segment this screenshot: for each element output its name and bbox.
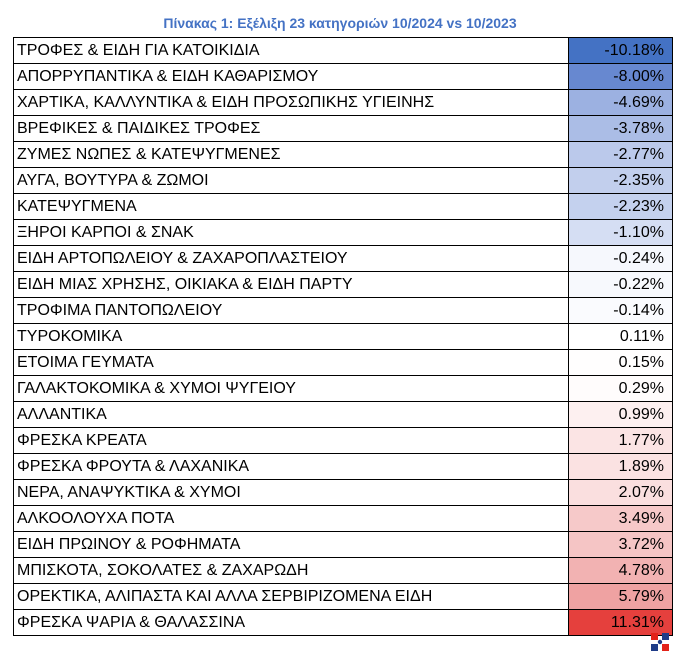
category-cell: ΧΑΡΤΙΚΑ, ΚΑΛΛΥΝΤΙΚΑ & ΕΙΔΗ ΠΡΟΣΩΠΙΚΗΣ ΥΓ… (13, 89, 569, 116)
change-cell: 1.77% (568, 427, 673, 454)
change-cell: 4.78% (568, 557, 673, 584)
table-row: ΚΑΤΕΨΥΓΜΕΝΑ -2.23% (13, 193, 673, 220)
change-cell: -1.10% (568, 219, 673, 246)
change-cell: 0.29% (568, 375, 673, 402)
table-row: ΕΙΔΗ ΠΡΩΙΝΟΥ & ΡΟΦΗΜΑΤΑ 3.72% (13, 531, 673, 558)
table-row: ΑΛΛΑΝΤΙΚΑ 0.99% (13, 401, 673, 428)
table-row: ΕΙΔΗ ΜΙΑΣ ΧΡΗΣΗΣ, ΟΙΚΙΑΚΑ & ΕΙΔΗ ΠΑΡΤΥ -0… (13, 271, 673, 298)
category-cell: ΤΡΟΦΕΣ & ΕΙΔΗ ΓΙΑ ΚΑΤΟΙΚΙΔΙΑ (13, 37, 569, 64)
table-row: ΖΥΜΕΣ ΝΩΠΕΣ & ΚΑΤΕΨΥΓΜΕΝΕΣ -2.77% (13, 141, 673, 168)
category-cell: ΟΡΕΚΤΙΚΑ, ΑΛΙΠΑΣΤΑ ΚΑΙ ΑΛΛΑ ΣΕΡΒΙΡΙΖΟΜΕΝ… (13, 583, 569, 610)
table-row: ΝΕΡΑ, ΑΝΑΨΥΚΤΙΚΑ & ΧΥΜΟΙ 2.07% (13, 479, 673, 506)
change-cell: -0.14% (568, 297, 673, 324)
table-row: ΕΤΟΙΜΑ ΓΕΥΜΑΤΑ 0.15% (13, 349, 673, 376)
change-cell: 0.11% (568, 323, 673, 350)
table-row: ΕΙΔΗ ΑΡΤΟΠΩΛΕΙΟΥ & ΖΑΧΑΡΟΠΛΑΣΤΕΙΟΥ -0.24% (13, 245, 673, 272)
change-cell: 0.99% (568, 401, 673, 428)
category-cell: ΕΙΔΗ ΠΡΩΙΝΟΥ & ΡΟΦΗΜΑΤΑ (13, 531, 569, 558)
table-row: ΦΡΕΣΚΑ ΨΑΡΙΑ & ΘΑΛΑΣΣΙΝΑ 11.31% (13, 609, 673, 636)
change-cell: 3.72% (568, 531, 673, 558)
table-row: ΟΡΕΚΤΙΚΑ, ΑΛΙΠΑΣΤΑ ΚΑΙ ΑΛΛΑ ΣΕΡΒΙΡΙΖΟΜΕΝ… (13, 583, 673, 610)
table-row: ΧΑΡΤΙΚΑ, ΚΑΛΛΥΝΤΙΚΑ & ΕΙΔΗ ΠΡΟΣΩΠΙΚΗΣ ΥΓ… (13, 89, 673, 116)
change-cell: -2.23% (568, 193, 673, 220)
table-row: ΦΡΕΣΚΑ ΚΡΕΑΤΑ 1.77% (13, 427, 673, 454)
change-cell: -10.18% (568, 37, 673, 64)
change-cell: -2.35% (568, 167, 673, 194)
category-cell: ΓΑΛΑΚΤΟΚΟΜΙΚΑ & ΧΥΜΟΙ ΨΥΓΕΙΟΥ (13, 375, 569, 402)
category-cell: ΞΗΡΟΙ ΚΑΡΠΟΙ & ΣΝΑΚ (13, 219, 569, 246)
category-cell: ΑΛΛΑΝΤΙΚΑ (13, 401, 569, 428)
table-row: ΞΗΡΟΙ ΚΑΡΠΟΙ & ΣΝΑΚ -1.10% (13, 219, 673, 246)
change-cell: -4.69% (568, 89, 673, 116)
table-row: ΤΡΟΦΕΣ & ΕΙΔΗ ΓΙΑ ΚΑΤΟΙΚΙΔΙΑ -10.18% (13, 37, 673, 64)
category-cell: ΦΡΕΣΚΑ ΚΡΕΑΤΑ (13, 427, 569, 454)
category-cell: ΑΥΓΑ, ΒΟΥΤΥΡΑ & ΖΩΜΟΙ (13, 167, 569, 194)
change-cell: 3.49% (568, 505, 673, 532)
change-cell: -0.22% (568, 271, 673, 298)
category-cell: ΤΥΡΟΚΟΜΙΚΑ (13, 323, 569, 350)
table-body: ΤΡΟΦΕΣ & ΕΙΔΗ ΓΙΑ ΚΑΤΟΙΚΙΔΙΑ -10.18% ΑΠΟΡΡ… (13, 37, 673, 636)
category-cell: ΒΡΕΦΙΚΕΣ & ΠΑΙΔΙΚΕΣ ΤΡΟΦΕΣ (13, 115, 569, 142)
category-cell: ΑΠΟΡΡΥΠΑΝΤΙΚΑ & ΕΙΔΗ ΚΑΘΑΡΙΣΜΟΥ (13, 63, 569, 90)
category-cell: ΤΡΟΦΙΜΑ ΠΑΝΤΟΠΩΛΕΙΟΥ (13, 297, 569, 324)
table-title: Πίνακας 1: Εξέλιξη 23 κατηγοριών 10/2024… (163, 15, 517, 31)
table-row: ΓΑΛΑΚΤΟΚΟΜΙΚΑ & ΧΥΜΟΙ ΨΥΓΕΙΟΥ 0.29% (13, 375, 673, 402)
table-row: ΦΡΕΣΚΑ ΦΡΟΥΤΑ & ΛΑΧΑΝΙΚΑ 1.89% (13, 453, 673, 480)
category-cell: ΕΤΟΙΜΑ ΓΕΥΜΑΤΑ (13, 349, 569, 376)
change-cell: -8.00% (568, 63, 673, 90)
table-row: ΤΡΟΦΙΜΑ ΠΑΝΤΟΠΩΛΕΙΟΥ -0.14% (13, 297, 673, 324)
category-cell: ΦΡΕΣΚΑ ΦΡΟΥΤΑ & ΛΑΧΑΝΙΚΑ (13, 453, 569, 480)
category-cell: ΚΑΤΕΨΥΓΜΕΝΑ (13, 193, 569, 220)
category-cell: ΝΕΡΑ, ΑΝΑΨΥΚΤΙΚΑ & ΧΥΜΟΙ (13, 479, 569, 506)
table-row: ΑΠΟΡΡΥΠΑΝΤΙΚΑ & ΕΙΔΗ ΚΑΘΑΡΙΣΜΟΥ -8.00% (13, 63, 673, 90)
table-row: ΜΠΙΣΚΟΤΑ, ΣΟΚΟΛΑΤΕΣ & ΖΑΧΑΡΩΔΗ 4.78% (13, 557, 673, 584)
change-cell: 11.31% (568, 609, 673, 636)
table-row: ΒΡΕΦΙΚΕΣ & ΠΑΙΔΙΚΕΣ ΤΡΟΦΕΣ -3.78% (13, 115, 673, 142)
change-cell: 5.79% (568, 583, 673, 610)
category-cell: ΖΥΜΕΣ ΝΩΠΕΣ & ΚΑΤΕΨΥΓΜΕΝΕΣ (13, 141, 569, 168)
change-cell: -3.78% (568, 115, 673, 142)
table-row: ΑΥΓΑ, ΒΟΥΤΥΡΑ & ΖΩΜΟΙ -2.35% (13, 167, 673, 194)
change-cell: 0.15% (568, 349, 673, 376)
change-cell: 1.89% (568, 453, 673, 480)
table-row: ΤΥΡΟΚΟΜΙΚΑ 0.11% (13, 323, 673, 350)
category-cell: ΜΠΙΣΚΟΤΑ, ΣΟΚΟΛΑΤΕΣ & ΖΑΧΑΡΩΔΗ (13, 557, 569, 584)
change-cell: -2.77% (568, 141, 673, 168)
category-cell: ΕΙΔΗ ΑΡΤΟΠΩΛΕΙΟΥ & ΖΑΧΑΡΟΠΛΑΣΤΕΙΟΥ (13, 245, 569, 272)
category-cell: ΕΙΔΗ ΜΙΑΣ ΧΡΗΣΗΣ, ΟΙΚΙΑΚΑ & ΕΙΔΗ ΠΑΡΤΥ (13, 271, 569, 298)
category-cell: ΦΡΕΣΚΑ ΨΑΡΙΑ & ΘΑΛΑΣΣΙΝΑ (13, 609, 569, 636)
change-cell: -0.24% (568, 245, 673, 272)
publisher-logo-icon (651, 633, 669, 651)
change-cell: 2.07% (568, 479, 673, 506)
category-change-table: ΤΡΟΦΕΣ & ΕΙΔΗ ΓΙΑ ΚΑΤΟΙΚΙΔΙΑ -10.18% ΑΠΟΡΡ… (13, 37, 673, 636)
table-row: ΑΛΚΟΟΛΟΥΧΑ ΠΟΤΑ 3.49% (13, 505, 673, 532)
category-cell: ΑΛΚΟΟΛΟΥΧΑ ΠΟΤΑ (13, 505, 569, 532)
